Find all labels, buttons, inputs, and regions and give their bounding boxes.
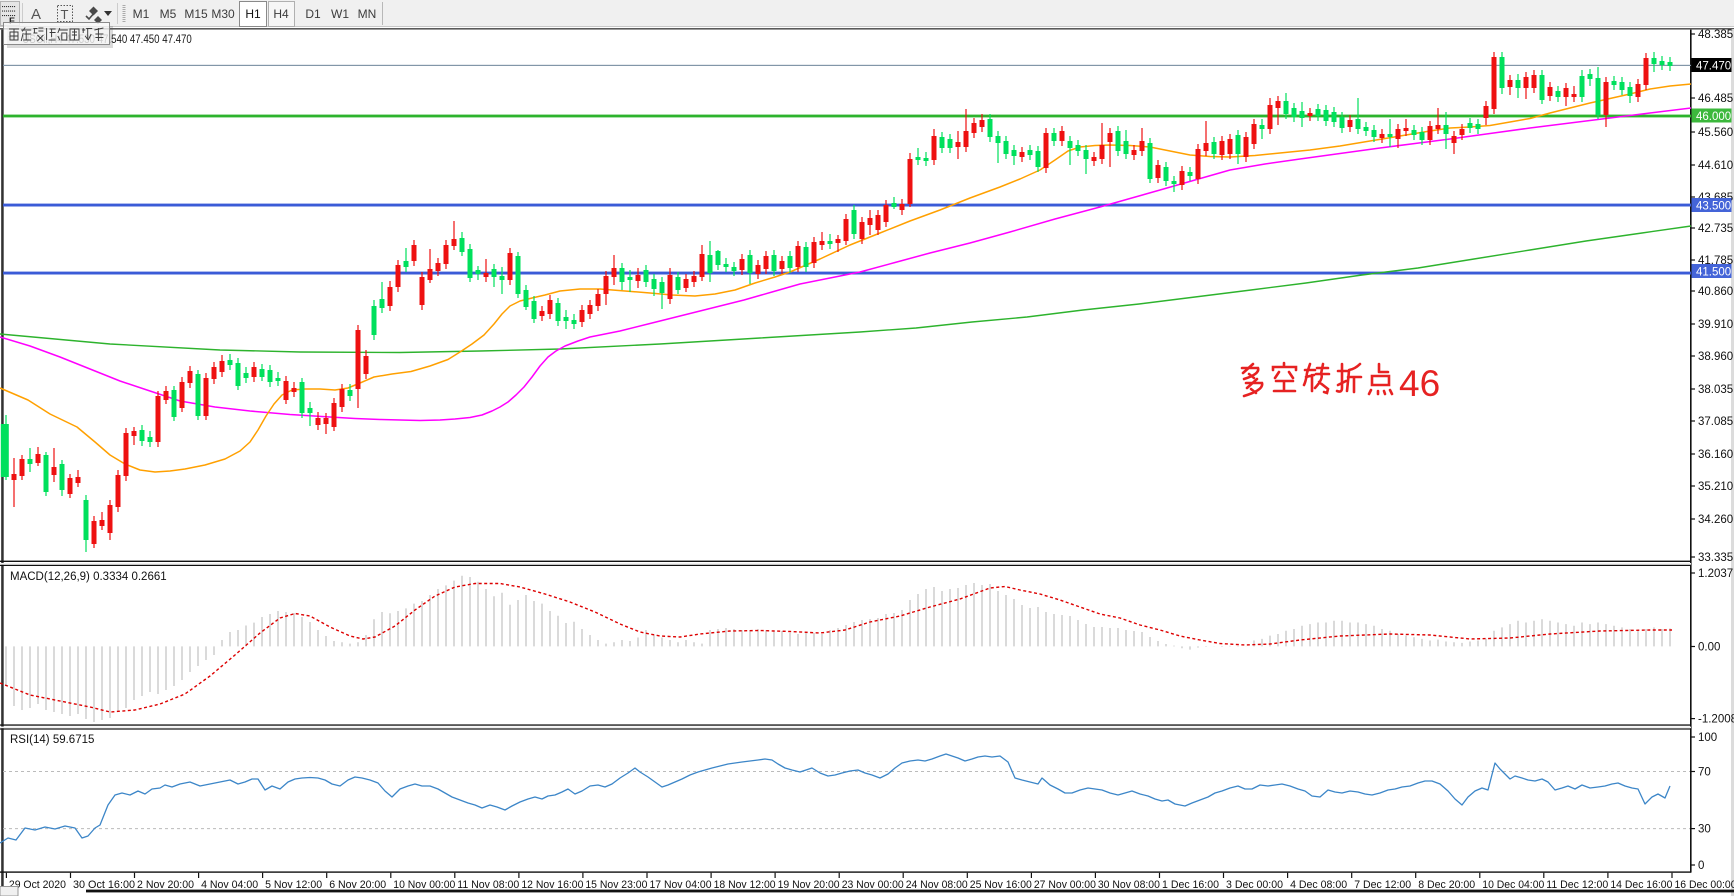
svg-text:H1: H1 xyxy=(245,7,261,21)
svg-text:19 Nov 20:00: 19 Nov 20:00 xyxy=(778,879,840,891)
svg-text:38.960: 38.960 xyxy=(1698,351,1733,363)
svg-text:D1: D1 xyxy=(305,7,321,21)
svg-text:27 Nov 00:00: 27 Nov 00:00 xyxy=(1034,879,1096,891)
svg-text:5 Nov 12:00: 5 Nov 12:00 xyxy=(265,879,322,891)
svg-text:0: 0 xyxy=(1698,860,1704,872)
svg-text:23 Nov 00:00: 23 Nov 00:00 xyxy=(842,879,904,891)
svg-text:42.735: 42.735 xyxy=(1698,223,1733,235)
svg-text:14 Dec 16:00: 14 Dec 16:00 xyxy=(1610,879,1672,891)
svg-text:16 Dec 00:00: 16 Dec 00:00 xyxy=(1675,879,1734,891)
svg-text:48.385: 48.385 xyxy=(1698,29,1733,41)
svg-text:46: 46 xyxy=(1399,363,1440,404)
svg-text:38.035: 38.035 xyxy=(1698,384,1733,396)
svg-text:44.610: 44.610 xyxy=(1698,160,1733,172)
svg-text:30: 30 xyxy=(1698,824,1711,836)
svg-text:4 Dec 08:00: 4 Dec 08:00 xyxy=(1290,879,1347,891)
svg-text:W1: W1 xyxy=(331,7,349,21)
svg-text:MN: MN xyxy=(358,7,377,21)
svg-text:2 Nov 20:00: 2 Nov 20:00 xyxy=(137,879,194,891)
svg-text:H4: H4 xyxy=(273,7,289,21)
svg-text:6 Nov 20:00: 6 Nov 20:00 xyxy=(329,879,386,891)
svg-text:-1.2008: -1.2008 xyxy=(1698,714,1734,726)
svg-text:30 Nov 08:00: 30 Nov 08:00 xyxy=(1098,879,1160,891)
svg-text:RSI(14) 59.6715: RSI(14) 59.6715 xyxy=(10,734,94,746)
svg-text:10 Dec 04:00: 10 Dec 04:00 xyxy=(1482,879,1544,891)
svg-text:0.00: 0.00 xyxy=(1698,642,1720,654)
svg-text:46.000: 46.000 xyxy=(1696,111,1731,123)
svg-text:33.335: 33.335 xyxy=(1698,552,1733,564)
svg-text:25 Nov 16:00: 25 Nov 16:00 xyxy=(970,879,1032,891)
svg-text:T: T xyxy=(61,7,69,22)
svg-text:24 Nov 08:00: 24 Nov 08:00 xyxy=(906,879,968,891)
svg-text:17 Nov 04:00: 17 Nov 04:00 xyxy=(650,879,712,891)
svg-text:34.260: 34.260 xyxy=(1698,514,1733,526)
svg-text:M5: M5 xyxy=(160,7,177,21)
svg-text:11 Nov 08:00: 11 Nov 08:00 xyxy=(457,879,519,891)
svg-text:70: 70 xyxy=(1698,767,1711,779)
svg-text:8 Dec 20:00: 8 Dec 20:00 xyxy=(1418,879,1475,891)
svg-text:100: 100 xyxy=(1698,732,1717,744)
svg-text:10 Nov 00:00: 10 Nov 00:00 xyxy=(393,879,455,891)
svg-text:1.2037: 1.2037 xyxy=(1698,568,1733,580)
svg-text:1 Dec 16:00: 1 Dec 16:00 xyxy=(1162,879,1219,891)
svg-text:12 Nov 16:00: 12 Nov 16:00 xyxy=(521,879,583,891)
svg-text:A: A xyxy=(31,6,41,23)
svg-text:36.160: 36.160 xyxy=(1698,449,1733,461)
svg-text:35.210: 35.210 xyxy=(1698,481,1733,493)
svg-text:7 Dec 12:00: 7 Dec 12:00 xyxy=(1354,879,1411,891)
svg-text:M15: M15 xyxy=(184,7,208,21)
svg-text:41.500: 41.500 xyxy=(1696,267,1731,279)
svg-text:43.500: 43.500 xyxy=(1696,201,1731,213)
svg-text:46.485: 46.485 xyxy=(1698,93,1733,105)
svg-text:45.560: 45.560 xyxy=(1698,127,1733,139)
svg-text:M1: M1 xyxy=(133,7,150,21)
svg-text:18 Nov 12:00: 18 Nov 12:00 xyxy=(714,879,776,891)
svg-text:15 Nov 23:00: 15 Nov 23:00 xyxy=(585,879,647,891)
svg-text:47.470: 47.470 xyxy=(1696,61,1731,73)
svg-text:MACD(12,26,9) 0.3334 0.2661: MACD(12,26,9) 0.3334 0.2661 xyxy=(10,571,167,583)
svg-text:37.085: 37.085 xyxy=(1698,416,1733,428)
svg-text:30 Oct 16:00: 30 Oct 16:00 xyxy=(73,879,135,891)
svg-text:29 Oct 2020: 29 Oct 2020 xyxy=(9,879,66,891)
svg-text:3 Dec 00:00: 3 Dec 00:00 xyxy=(1226,879,1283,891)
svg-text:11 Dec 12:00: 11 Dec 12:00 xyxy=(1546,879,1608,891)
svg-text:F: F xyxy=(9,16,15,27)
svg-text:39.910: 39.910 xyxy=(1698,319,1733,331)
svg-text:4 Nov 04:00: 4 Nov 04:00 xyxy=(201,879,258,891)
svg-text:M30: M30 xyxy=(211,7,235,21)
svg-text:40.860: 40.860 xyxy=(1698,286,1733,298)
